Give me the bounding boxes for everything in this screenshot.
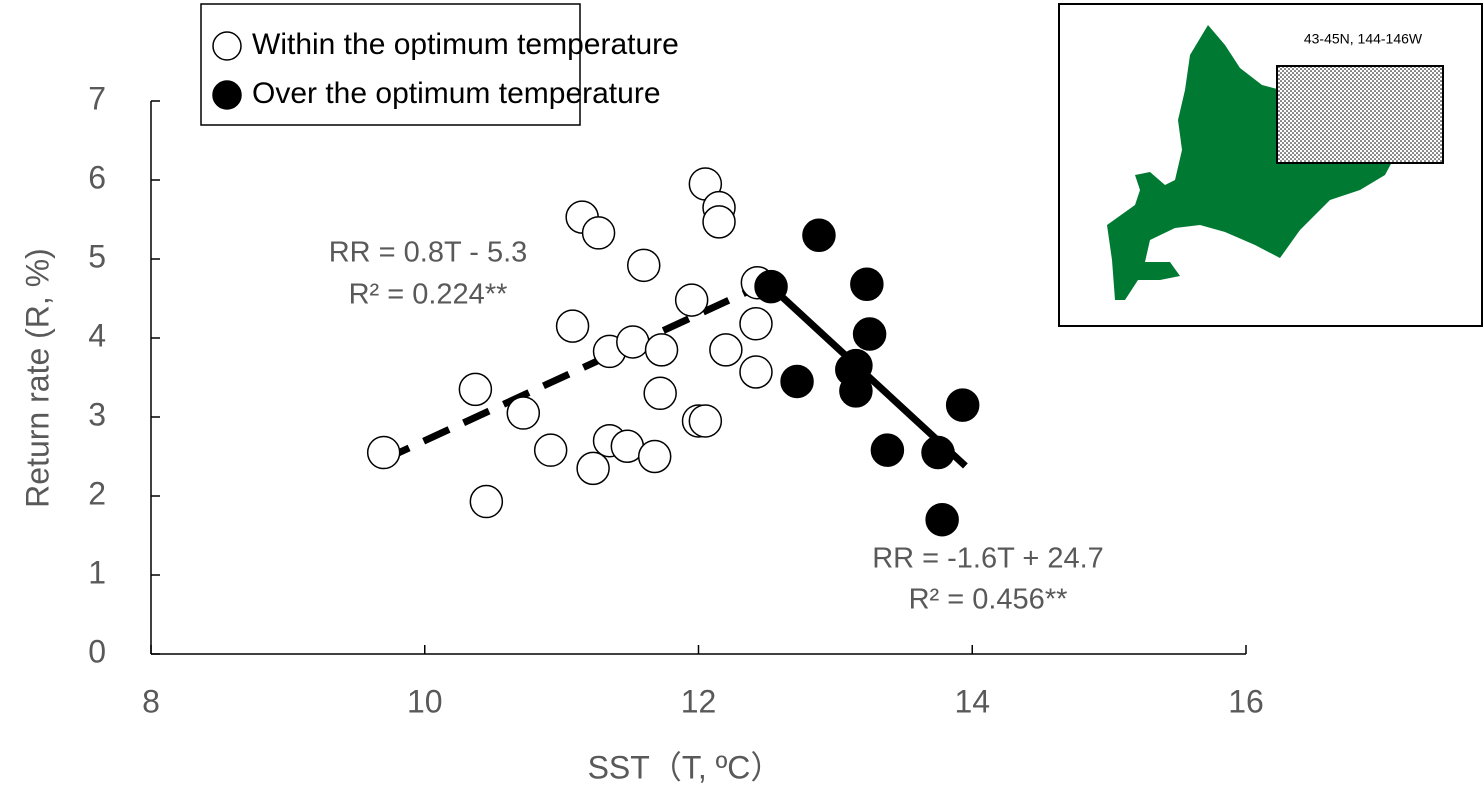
legend-marker bbox=[212, 31, 242, 61]
point bbox=[637, 439, 672, 474]
point bbox=[870, 433, 905, 467]
x-tick-label: 16 bbox=[1228, 683, 1264, 719]
legend: Within the optimum temperature Over the o… bbox=[200, 3, 679, 126]
trend-r2: R² = 0.456** bbox=[909, 584, 1068, 616]
legend-marker bbox=[212, 80, 242, 110]
point bbox=[688, 404, 723, 438]
point bbox=[839, 374, 873, 408]
point bbox=[506, 396, 541, 430]
trend-line bbox=[382, 282, 762, 463]
y-tick-label: 3 bbox=[88, 396, 106, 432]
legend-frame bbox=[200, 3, 581, 126]
legend-label: Within the optimum temperature bbox=[252, 28, 679, 61]
x-axis-label: SST（T, ºC） bbox=[588, 749, 783, 785]
point bbox=[852, 317, 887, 351]
y-tick-label: 6 bbox=[88, 159, 106, 195]
point bbox=[627, 248, 661, 283]
trend-r2: R² = 0.224** bbox=[349, 279, 508, 311]
inset-label: 43-45N, 144-146W bbox=[1304, 31, 1423, 47]
point bbox=[533, 433, 568, 467]
legend-label: Over the optimum temperature bbox=[252, 77, 661, 110]
point bbox=[458, 372, 493, 407]
point bbox=[921, 435, 955, 470]
point bbox=[945, 388, 980, 422]
y-tick-label: 2 bbox=[88, 475, 106, 511]
point bbox=[616, 325, 650, 359]
point bbox=[739, 355, 773, 389]
y-tick-label: 0 bbox=[88, 633, 106, 669]
study-area bbox=[1276, 65, 1444, 164]
point bbox=[925, 502, 959, 537]
point bbox=[555, 309, 590, 343]
point bbox=[780, 364, 814, 399]
point bbox=[739, 307, 773, 341]
point bbox=[709, 333, 743, 367]
trend-equation: RR = 0.8T - 5.3 bbox=[329, 237, 528, 269]
inset-map: 43-45N, 144-146W bbox=[1058, 3, 1483, 327]
point bbox=[576, 451, 610, 486]
point bbox=[702, 205, 736, 239]
y-tick-label: 1 bbox=[88, 554, 106, 590]
x-tick-label: 12 bbox=[681, 683, 717, 719]
y-axis-label: Return rate (R, %) bbox=[19, 248, 55, 508]
hokkaido bbox=[1107, 25, 1392, 300]
y-tick-label: 7 bbox=[88, 80, 106, 116]
x-tick-label: 10 bbox=[407, 683, 443, 719]
y-tick-label: 4 bbox=[88, 317, 106, 353]
point bbox=[850, 267, 884, 302]
point bbox=[581, 216, 616, 250]
trend-equation: RR = -1.6T + 24.7 bbox=[872, 543, 1104, 575]
x-tick-label: 14 bbox=[954, 683, 990, 719]
point bbox=[644, 333, 679, 367]
point bbox=[754, 269, 788, 304]
point bbox=[802, 218, 836, 253]
x-tick-label: 8 bbox=[142, 683, 160, 719]
point bbox=[674, 283, 709, 317]
point bbox=[366, 435, 401, 470]
point bbox=[643, 376, 677, 411]
point bbox=[469, 484, 504, 519]
y-tick-label: 5 bbox=[88, 238, 106, 274]
